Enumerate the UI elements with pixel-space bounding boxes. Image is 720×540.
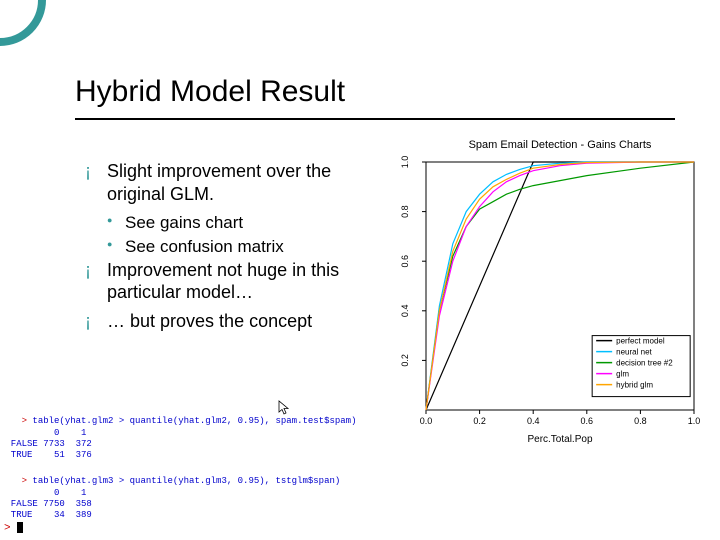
- svg-text:0.4: 0.4: [400, 305, 410, 318]
- slide: Hybrid Model Result Slight improvement o…: [0, 0, 720, 540]
- r-console-output-2: > table(yhat.glm3 > quantile(yhat.glm3, …: [0, 465, 340, 533]
- gains-chart: Spam Email Detection - Gains Charts 0.0 0.…: [378, 134, 708, 454]
- svg-text:hybrid glm: hybrid glm: [616, 381, 653, 390]
- svg-text:0.8: 0.8: [400, 205, 410, 218]
- svg-text:0.8: 0.8: [634, 416, 647, 426]
- list-item: Improvement not huge in this particular …: [85, 259, 375, 304]
- svg-text:1.0: 1.0: [688, 416, 701, 426]
- r-console-output-1: > table(yhat.glm2 > quantile(yhat.glm2, …: [0, 405, 356, 473]
- svg-text:decision tree #2: decision tree #2: [616, 359, 673, 368]
- svg-text:perfect model: perfect model: [616, 337, 665, 346]
- page-title: Hybrid Model Result: [75, 75, 345, 109]
- code-output: 0 1 FALSE 7733 372 TRUE 51 376: [0, 428, 92, 461]
- svg-text:Perc.Total.Pop: Perc.Total.Pop: [527, 434, 592, 445]
- svg-text:0.0: 0.0: [420, 416, 433, 426]
- svg-text:Spam Email Detection - Gains C: Spam Email Detection - Gains Charts: [469, 139, 652, 151]
- prompt-icon: >: [22, 416, 33, 426]
- svg-text:neural net: neural net: [616, 348, 652, 357]
- code-line: table(yhat.glm2 > quantile(yhat.glm2, 0.…: [32, 416, 356, 426]
- svg-text:0.6: 0.6: [581, 416, 594, 426]
- code-output: 0 1 FALSE 7750 358 TRUE 34 389: [0, 488, 92, 521]
- corner-ring-decoration: [0, 0, 46, 46]
- prompt-icon: >: [22, 476, 33, 486]
- svg-text:0.6: 0.6: [400, 255, 410, 268]
- list-item: See gains chart: [85, 211, 375, 235]
- r-prompt-cursor: >: [4, 522, 23, 534]
- code-line: table(yhat.glm3 > quantile(yhat.glm3, 0.…: [32, 476, 340, 486]
- list-item: Slight improvement over the original GLM…: [85, 160, 375, 205]
- list-item: … but proves the concept: [85, 310, 375, 333]
- svg-text:glm: glm: [616, 370, 629, 379]
- list-item: See confusion matrix: [85, 235, 375, 259]
- mouse-cursor-icon: [278, 400, 290, 415]
- svg-text:0.4: 0.4: [527, 416, 540, 426]
- svg-text:1.0: 1.0: [400, 156, 410, 169]
- svg-text:0.2: 0.2: [473, 416, 486, 426]
- bullet-list: Slight improvement over the original GLM…: [85, 160, 375, 338]
- title-underline: [75, 118, 675, 120]
- svg-text:0.2: 0.2: [400, 354, 410, 367]
